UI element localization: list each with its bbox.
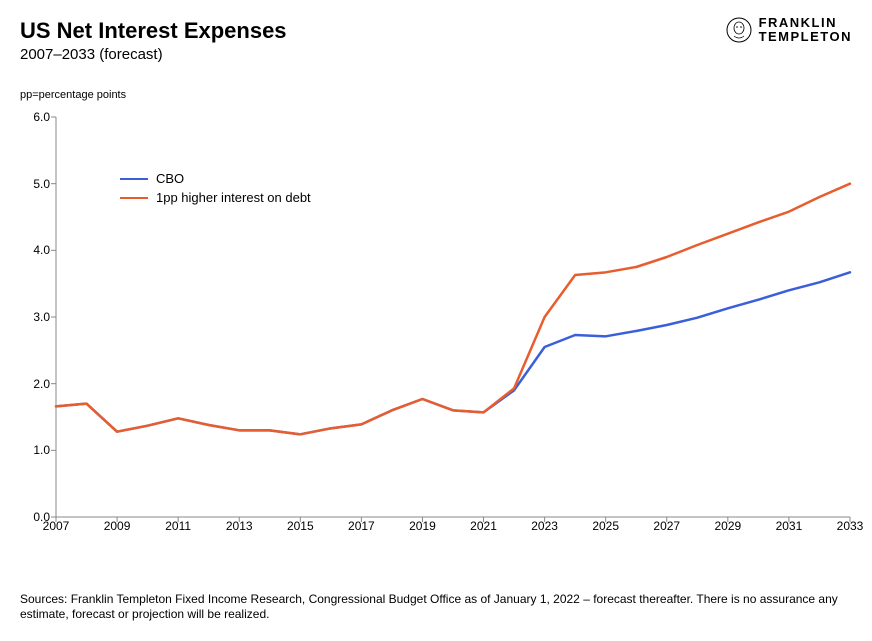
legend-item-higher: 1pp higher interest on debt	[120, 190, 311, 205]
x-tick-label: 2027	[653, 519, 680, 533]
x-tick-label: 2015	[287, 519, 314, 533]
legend-label: CBO	[156, 171, 184, 186]
source-footer: Sources: Franklin Templeton Fixed Income…	[20, 592, 852, 623]
y-tick-label: 3.0	[20, 310, 50, 324]
chart-legend: CBO 1pp higher interest on debt	[120, 171, 311, 209]
x-tick-label: 2019	[409, 519, 436, 533]
legend-item-cbo: CBO	[120, 171, 311, 186]
legend-swatch	[120, 178, 148, 180]
y-tick-label: 1.0	[20, 443, 50, 457]
x-tick-label: 2021	[470, 519, 497, 533]
brand-logo: FRANKLIN TEMPLETON	[725, 16, 852, 45]
chart-subtitle: 2007–2033 (forecast)	[20, 46, 852, 63]
x-tick-label: 2009	[104, 519, 131, 533]
legend-swatch	[120, 197, 148, 199]
x-tick-label: 2029	[714, 519, 741, 533]
x-tick-label: 2007	[43, 519, 70, 533]
x-tick-label: 2011	[165, 519, 191, 533]
x-tick-label: 2025	[592, 519, 619, 533]
x-tick-label: 2031	[776, 519, 803, 533]
y-tick-label: 6.0	[20, 110, 50, 124]
logo-icon	[725, 16, 753, 44]
y-tick-label: 4.0	[20, 243, 50, 257]
x-tick-label: 2013	[226, 519, 253, 533]
x-tick-label: 2023	[531, 519, 558, 533]
axis-note: pp=percentage points	[20, 89, 126, 101]
y-tick-label: 5.0	[20, 177, 50, 191]
logo-line1: FRANKLIN	[759, 16, 852, 30]
x-tick-label: 2033	[837, 519, 864, 533]
legend-label: 1pp higher interest on debt	[156, 190, 311, 205]
x-tick-label: 2017	[348, 519, 375, 533]
y-tick-label: 2.0	[20, 377, 50, 391]
logo-line2: TEMPLETON	[759, 30, 852, 44]
chart-area: pp=percentage points CBO 1pp higher inte…	[20, 107, 852, 567]
